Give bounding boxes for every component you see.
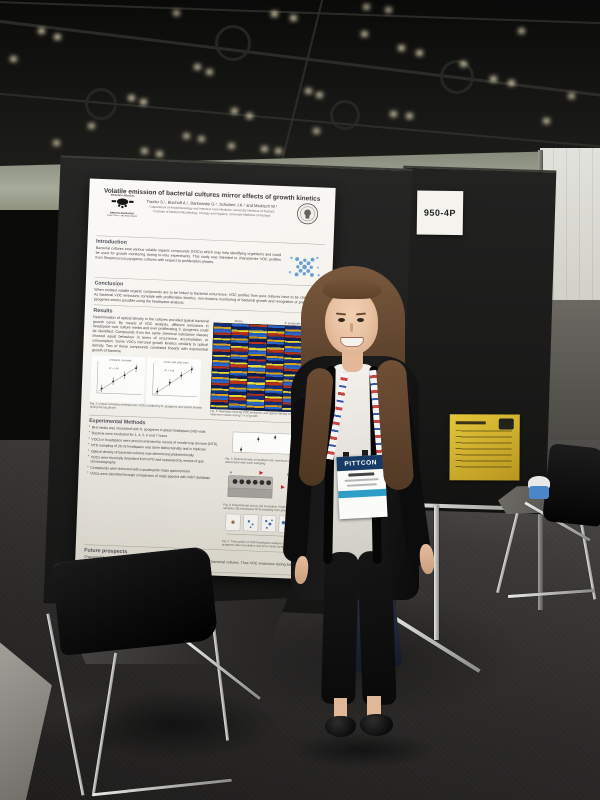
conference-badge: PITTCON: [336, 454, 388, 520]
smile: [340, 337, 364, 347]
board-number-sign: 950-4P: [416, 190, 464, 236]
eye: [338, 318, 345, 322]
svg-text:R² = 0.98: R² = 0.98: [165, 369, 175, 372]
notice-text-lines: [455, 430, 512, 471]
partition-foot-post: [434, 505, 439, 640]
cup: [529, 486, 549, 499]
badge-header: PITTCON: [336, 454, 386, 472]
hvac-vent: [440, 60, 474, 94]
eagle-emblem-icon: [111, 198, 134, 209]
results-text: Determination of optical density in the …: [91, 314, 209, 354]
heatmap-column: [246, 324, 268, 411]
ceiling-truss: [0, 0, 600, 26]
ankle: [367, 696, 381, 716]
ankle: [334, 698, 347, 718]
introduction-text: Bacterial cultures emit various volatile…: [95, 245, 282, 264]
notice-title-line: [455, 421, 486, 425]
chair-left-back: [51, 545, 219, 657]
university-seal-icon: [296, 202, 320, 228]
badge-text-bar: [344, 478, 379, 482]
bacteria-cluster-graphic: [288, 256, 320, 277]
hvac-vent: [85, 88, 117, 120]
ceiling-truss: [277, 0, 325, 166]
badge-text-bar: [346, 483, 377, 487]
convention-ceiling: [0, 0, 600, 166]
fig1-right-scatter-plot: Acetic acid ethyl ester R² = 0.98: [145, 357, 202, 406]
ceiling-lights: [0, 0, 3, 2]
breath-research-logo: ROSTOCK MEDICAL BREATH RESEARCH ANALYTIC…: [105, 194, 140, 219]
presenter-shadow: [288, 732, 438, 768]
logo-text-line: ANALYTICS / TECHNOLOGIES: [107, 214, 137, 218]
heatmap-column: [264, 324, 286, 412]
shoe-left: [325, 716, 356, 737]
lanyard-clip: [362, 450, 368, 459]
presenter-leg-right: [357, 550, 397, 706]
notice-logo: [498, 418, 514, 430]
presenter-leg-left: [321, 551, 359, 705]
badge-name-bar: [348, 472, 375, 477]
nose: [350, 323, 353, 332]
board-number-label: 950-4P: [423, 207, 457, 219]
heatmap-column: [210, 322, 232, 410]
svg-text:R² = 0.99: R² = 0.99: [109, 367, 119, 370]
svg-text:A: A: [230, 471, 233, 475]
eye: [357, 318, 364, 322]
chair-right-back: [542, 443, 600, 527]
badge-stripe: [338, 488, 387, 499]
hvac-vent: [215, 25, 251, 61]
poster-header: ROSTOCK MEDICAL BREATH RESEARCH ANALYTIC…: [96, 187, 326, 242]
hvac-vent: [330, 100, 360, 130]
badge-brand: PITTCON: [344, 458, 378, 468]
hair-fringe: [323, 279, 381, 299]
svg-text:Acetic acid ethyl ester: Acetic acid ethyl ester: [164, 360, 189, 365]
fig1-left-scatter-plot: 1-Butanol, 3-methyl- R² = 0.99: [89, 355, 146, 404]
svg-text:1-Butanol, 3-methyl-: 1-Butanol, 3-methyl-: [109, 358, 132, 363]
heatmap-column: [228, 323, 250, 410]
shoe-right: [360, 714, 393, 736]
notice-sign: [449, 414, 520, 481]
methods-bullet-list: BHI media was inoculated with S. pyogene…: [85, 425, 222, 547]
